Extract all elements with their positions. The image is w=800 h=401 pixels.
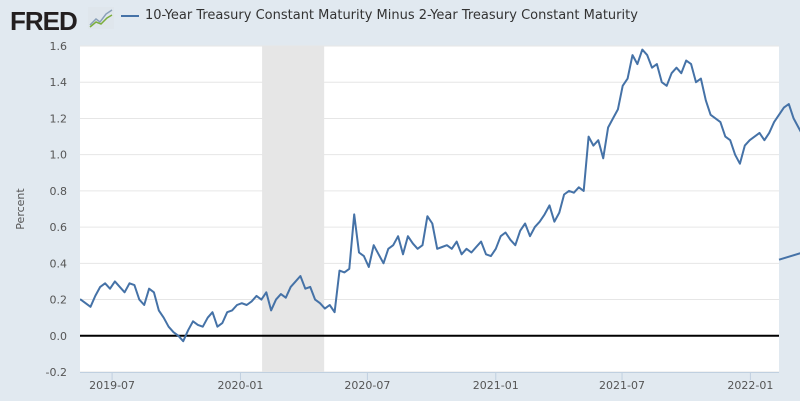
y-tick-label: 0.2	[50, 294, 68, 307]
fred-chart-icon	[88, 7, 114, 29]
y-tick-label: -0.2	[46, 366, 67, 379]
x-tick-label: 2020-01	[217, 379, 263, 392]
x-tick-label: 2021-01	[473, 379, 519, 392]
legend: 10-Year Treasury Constant Maturity Minus…	[121, 8, 638, 23]
y-tick-label: 0.4	[50, 257, 68, 270]
y-tick-label: 1.4	[50, 76, 68, 89]
x-tick-label: 2019-07	[89, 379, 135, 392]
fred-logo: FRED	[10, 6, 78, 36]
plot-area	[80, 46, 779, 372]
x-tick-label: 2022-01	[727, 379, 773, 392]
legend-label: 10-Year Treasury Constant Maturity Minus…	[145, 8, 638, 23]
x-tick-label: 2021-07	[599, 379, 645, 392]
series-line	[79, 48, 800, 343]
y-axis-label: Percent	[14, 188, 27, 230]
y-tick-label: 0.6	[50, 221, 68, 234]
x-tick-label: 2020-07	[344, 379, 390, 392]
y-tick-label: 0.8	[50, 185, 68, 198]
y-tick-label: 1.2	[50, 112, 68, 125]
y-tick-label: 0.0	[50, 330, 68, 343]
y-tick-label: 1.0	[50, 149, 68, 162]
recession-shade	[262, 46, 325, 372]
y-tick-label: 1.6	[50, 40, 68, 53]
legend-swatch	[121, 14, 139, 17]
